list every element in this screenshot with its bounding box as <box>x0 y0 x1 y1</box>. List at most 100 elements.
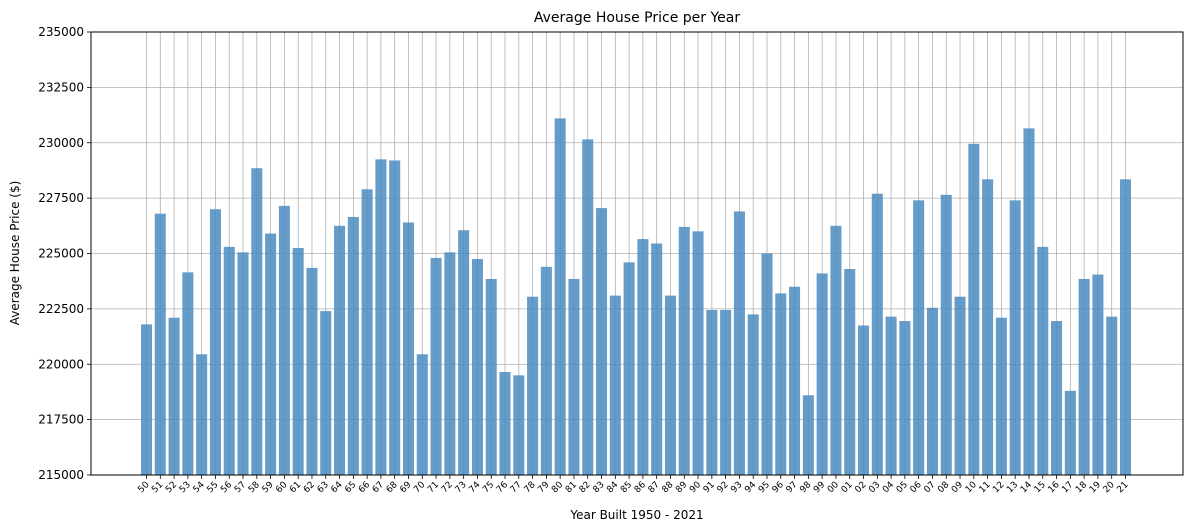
bar <box>1009 200 1021 475</box>
x-tick-label: 91 <box>702 480 717 495</box>
bar <box>361 189 373 475</box>
bar <box>554 118 566 475</box>
bar <box>830 225 842 475</box>
bar <box>1051 321 1063 475</box>
bar <box>609 295 621 475</box>
bar <box>1064 390 1076 475</box>
bar <box>1092 274 1104 475</box>
x-tick-label: 67 <box>371 480 386 495</box>
x-tick-label: 71 <box>426 480 441 495</box>
bar <box>720 309 732 475</box>
bar <box>430 257 442 475</box>
x-tick-label: 13 <box>1005 480 1020 495</box>
bar <box>278 205 290 475</box>
x-tick-label: 52 <box>164 480 179 495</box>
x-tick-label: 95 <box>757 480 772 495</box>
bar <box>664 295 676 475</box>
x-tick-label: 21 <box>1115 480 1130 495</box>
x-tick-label: 85 <box>619 480 634 495</box>
bar <box>375 159 387 476</box>
bar <box>334 225 346 475</box>
bar <box>320 311 332 475</box>
bar <box>844 269 856 475</box>
bar <box>982 179 994 476</box>
x-tick-label: 83 <box>591 480 606 495</box>
x-tick-label: 77 <box>509 480 524 495</box>
x-tick-label: 53 <box>178 480 193 495</box>
bar <box>761 253 773 475</box>
x-tick-label: 87 <box>647 480 662 495</box>
x-tick-label: 73 <box>454 480 469 495</box>
bar <box>733 211 745 476</box>
x-tick-label: 15 <box>1033 480 1048 495</box>
bar <box>306 267 318 475</box>
bar <box>402 222 415 475</box>
x-tick-label: 02 <box>853 480 868 495</box>
y-tick-label: 225000 <box>38 247 84 261</box>
y-tick-label: 215000 <box>38 468 84 482</box>
bar <box>678 226 690 475</box>
x-tick-label: 72 <box>440 480 455 495</box>
bar <box>458 230 470 475</box>
x-axis-ticks: 5051525354555657585960616263646566676869… <box>136 475 1131 495</box>
x-tick-label: 63 <box>316 480 331 495</box>
bar <box>706 309 718 475</box>
bar <box>209 209 221 475</box>
bar <box>389 160 401 475</box>
y-axis-label: Average House Price ($) <box>8 181 22 326</box>
x-axis-label: Year Built 1950 - 2021 <box>569 508 703 522</box>
bars <box>140 118 1132 476</box>
bar <box>582 139 594 476</box>
x-tick-label: 61 <box>288 480 303 495</box>
bar <box>292 247 304 475</box>
y-tick-label: 217500 <box>38 413 84 427</box>
bar <box>140 324 153 475</box>
bar <box>1106 316 1118 475</box>
bar <box>995 317 1007 475</box>
x-tick-label: 65 <box>343 480 358 495</box>
y-tick-label: 227500 <box>38 191 84 205</box>
bar <box>802 395 814 475</box>
x-tick-label: 97 <box>785 480 800 495</box>
y-tick-label: 220000 <box>38 357 84 371</box>
bar <box>926 307 938 475</box>
x-tick-label: 01 <box>840 480 855 495</box>
bar <box>913 200 925 475</box>
bar <box>416 354 428 475</box>
x-tick-label: 05 <box>895 480 910 495</box>
bar <box>1078 278 1090 475</box>
bar <box>885 316 897 475</box>
bar <box>1037 246 1049 475</box>
bar <box>527 296 539 475</box>
x-tick-label: 11 <box>978 480 993 495</box>
x-tick-label: 75 <box>481 480 496 495</box>
bar <box>251 168 263 475</box>
bar <box>182 272 194 475</box>
bar <box>237 252 249 475</box>
bar <box>899 321 911 475</box>
bar <box>651 243 663 475</box>
bar <box>471 259 483 475</box>
bar <box>871 193 883 475</box>
x-tick-label: 82 <box>578 480 593 495</box>
bar <box>637 239 649 475</box>
bar <box>789 286 801 475</box>
y-tick-label: 230000 <box>38 136 84 150</box>
bar <box>499 372 511 475</box>
bar <box>196 354 208 475</box>
bar <box>775 293 787 475</box>
chart-title: Average House Price per Year <box>534 10 740 26</box>
y-tick-label: 232500 <box>38 80 84 94</box>
x-tick-label: 17 <box>1060 480 1075 495</box>
bar <box>623 262 635 475</box>
x-tick-label: 12 <box>991 480 1006 495</box>
bar <box>692 231 704 475</box>
x-tick-label: 07 <box>922 480 937 495</box>
x-tick-label: 03 <box>867 480 882 495</box>
bar <box>347 216 359 475</box>
bar <box>747 314 759 475</box>
bar <box>568 278 580 475</box>
bar <box>968 143 980 476</box>
bar <box>168 317 180 475</box>
